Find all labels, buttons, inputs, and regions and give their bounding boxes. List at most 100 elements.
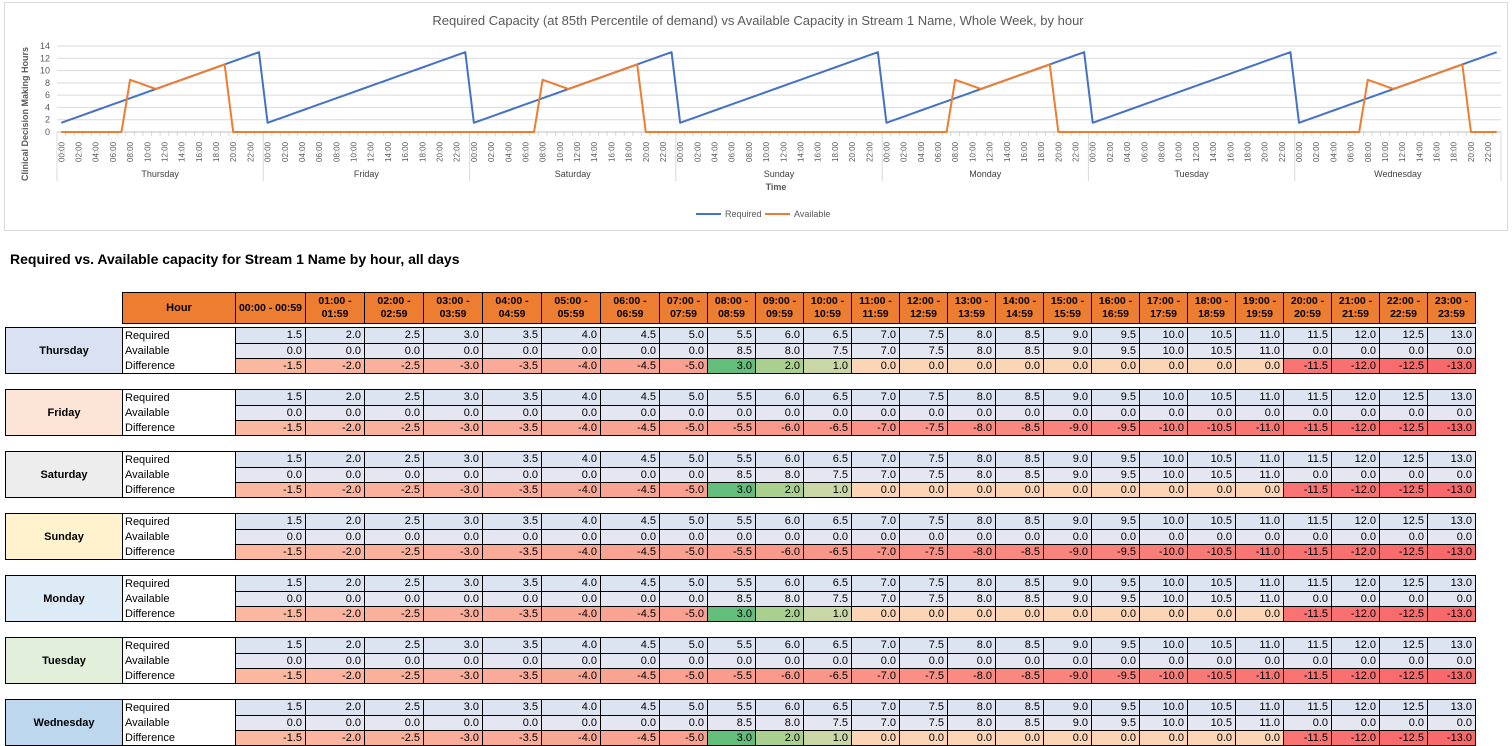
y-tick-label: 2: [45, 115, 50, 125]
difference-value-cell: -4.0: [541, 419, 601, 436]
y-tick-label: 6: [45, 90, 50, 100]
difference-value-cell: -10.5: [1187, 543, 1236, 560]
difference-value-cell: -11.0: [1235, 667, 1284, 684]
x-tick-label: 18:00: [1450, 141, 1459, 162]
x-tick-label: 22:00: [1072, 141, 1081, 162]
difference-value-cell: -1.5: [235, 605, 306, 622]
available-value-cell: 0.0: [364, 404, 424, 421]
difference-value-cell: -3.0: [423, 481, 483, 498]
required-value-cell: 3.0: [423, 699, 483, 716]
row-label: Available: [122, 467, 236, 482]
table-row: Difference -1.5 -2.0 -2.5 -3.0 -3.5 -4.0 -4.5 -5…: [6, 729, 1476, 746]
available-value-cell: 0.0: [1283, 404, 1332, 421]
difference-value-cell: -11.5: [1283, 667, 1332, 684]
required-value-cell: 4.5: [600, 327, 660, 344]
available-value-cell: 10.5: [1187, 714, 1236, 731]
day-spacer-row: [6, 684, 1476, 700]
required-value-cell: 8.0: [947, 451, 996, 468]
available-value-cell: 0.0: [947, 528, 996, 545]
difference-value-cell: -8.0: [947, 667, 996, 684]
difference-value-cell: -11.5: [1283, 729, 1332, 746]
required-value-cell: 1.5: [235, 637, 306, 654]
day-spacer-row: [6, 436, 1476, 452]
required-value-cell: 7.0: [851, 637, 900, 654]
available-value-cell: 0.0: [1235, 528, 1284, 545]
available-value-cell: 0.0: [1091, 528, 1140, 545]
table-row: Difference -1.5 -2.0 -2.5 -3.0 -3.5 -4.0 -4.5 -5…: [6, 357, 1476, 374]
difference-value-cell: 0.0: [1187, 605, 1236, 622]
required-value-cell: 2.5: [364, 451, 424, 468]
available-value-cell: 9.0: [1043, 466, 1092, 483]
difference-value-cell: -12.5: [1379, 419, 1428, 436]
hour-column-header: 13:00 - 13:59: [947, 292, 996, 324]
difference-value-cell: -12.5: [1379, 667, 1428, 684]
difference-value-cell: -12.0: [1331, 729, 1380, 746]
available-value-cell: 0.0: [1187, 404, 1236, 421]
required-value-cell: 9.5: [1091, 327, 1140, 344]
required-value-cell: 5.5: [707, 327, 756, 344]
required-value-cell: 10.5: [1187, 327, 1236, 344]
hour-column-header: 17:00 - 17:59: [1139, 292, 1188, 324]
required-value-cell: 12.0: [1331, 699, 1380, 716]
difference-value-cell: -1.5: [235, 481, 306, 498]
row-label: Available: [122, 715, 236, 730]
x-tick-label: 20:00: [435, 141, 444, 162]
x-tick-label: 10:00: [143, 141, 152, 162]
hour-column-header: 06:00 - 06:59: [600, 292, 660, 324]
required-value-cell: 12.5: [1379, 699, 1428, 716]
required-value-cell: 8.0: [947, 513, 996, 530]
difference-value-cell: -7.0: [851, 543, 900, 560]
available-value-cell: 0.0: [947, 652, 996, 669]
difference-value-cell: -12.0: [1331, 667, 1380, 684]
difference-value-cell: -11.0: [1235, 419, 1284, 436]
x-tick-label: 04:00: [504, 141, 513, 162]
difference-value-cell: -7.0: [851, 667, 900, 684]
required-value-cell: 7.5: [899, 699, 948, 716]
row-label: Difference: [122, 606, 236, 622]
x-tick-label: 02:00: [900, 141, 909, 162]
difference-value-cell: -7.0: [851, 419, 900, 436]
available-value-cell: 0.0: [1427, 528, 1476, 545]
hour-column-header: 09:00 - 09:59: [755, 292, 804, 324]
row-label: Difference: [122, 420, 236, 436]
difference-value-cell: 0.0: [1091, 729, 1140, 746]
available-value-cell: 0.0: [1331, 466, 1380, 483]
required-value-cell: 2.5: [364, 575, 424, 592]
x-tick-label: 10:00: [556, 141, 565, 162]
required-value-cell: 10.0: [1139, 513, 1188, 530]
required-value-cell: 9.5: [1091, 513, 1140, 530]
available-value-cell: 0.0: [1379, 590, 1428, 607]
difference-value-cell: -4.0: [541, 605, 601, 622]
difference-value-cell: 0.0: [899, 357, 948, 374]
difference-value-cell: -8.5: [995, 543, 1044, 560]
required-value-cell: 3.5: [482, 513, 542, 530]
row-label: Available: [122, 529, 236, 544]
y-tick-label: 0: [45, 127, 50, 137]
x-tick-label: 18:00: [1243, 141, 1252, 162]
hour-column-header: 15:00 - 15:59: [1043, 292, 1092, 324]
difference-value-cell: -13.0: [1427, 667, 1476, 684]
required-value-cell: 7.0: [851, 513, 900, 530]
available-value-cell: 0.0: [364, 652, 424, 669]
required-value-cell: 10.5: [1187, 637, 1236, 654]
required-value-cell: 4.0: [541, 699, 601, 716]
available-value-cell: 0.0: [899, 652, 948, 669]
available-value-cell: 9.5: [1091, 466, 1140, 483]
day-name-cell: Thursday: [5, 327, 123, 374]
available-value-cell: 0.0: [423, 466, 483, 483]
table-row: Monday Required 1.5 2.0 2.5 3.0 3.5 4.0 4.5 5.0 5.…: [5, 575, 1476, 622]
x-tick-label: 22:00: [453, 141, 462, 162]
spacer-cell: [6, 684, 1476, 700]
difference-value-cell: 3.0: [707, 357, 756, 374]
difference-value-cell: -6.5: [803, 419, 852, 436]
y-tick-label: 8: [45, 78, 50, 88]
available-value-cell: 0.0: [423, 714, 483, 731]
x-tick-label: 12:00: [779, 141, 788, 162]
difference-value-cell: -10.0: [1139, 419, 1188, 436]
required-value-cell: 10.5: [1187, 699, 1236, 716]
available-value-cell: 0.0: [1427, 590, 1476, 607]
required-value-cell: 7.5: [899, 389, 948, 406]
available-value-cell: 8.5: [995, 590, 1044, 607]
x-tick-label: 06:00: [315, 141, 324, 162]
x-tick-label: 16:00: [401, 141, 410, 162]
